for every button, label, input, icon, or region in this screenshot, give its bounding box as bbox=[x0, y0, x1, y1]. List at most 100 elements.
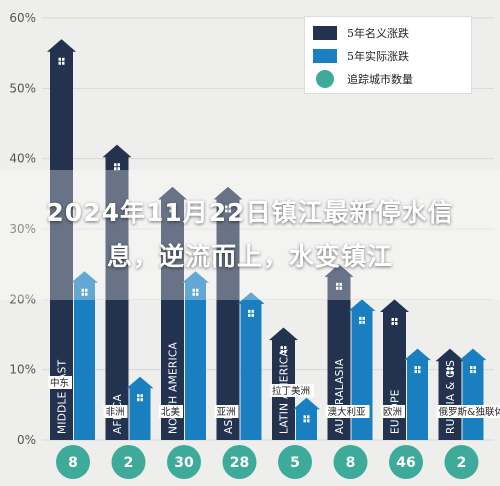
city-count-circle bbox=[333, 445, 368, 479]
window-icon bbox=[114, 167, 117, 171]
category-label-cn: 非洲 bbox=[103, 405, 128, 418]
window-icon bbox=[196, 288, 199, 292]
category-label-cn-bg bbox=[103, 405, 128, 418]
window-icon bbox=[225, 209, 228, 213]
window-icon bbox=[447, 371, 450, 375]
window-icon bbox=[414, 366, 417, 370]
window-icon bbox=[284, 350, 287, 354]
window-icon bbox=[450, 367, 453, 371]
bar-nominal bbox=[269, 327, 298, 440]
bar-nominal bbox=[213, 186, 243, 440]
category-label-cn-bg bbox=[214, 405, 239, 418]
legend-item-count: 追踪城市数量 bbox=[313, 70, 413, 88]
city-count-circle bbox=[111, 445, 146, 479]
bar-nominal-shape bbox=[213, 186, 243, 440]
y-tick-label: 30% bbox=[9, 222, 36, 236]
city-count-label: 46 bbox=[396, 455, 415, 471]
window-icon bbox=[173, 205, 176, 209]
category-label: AUSTRALASIA bbox=[334, 358, 346, 434]
category-label-cn-text: 欧洲 bbox=[383, 406, 402, 418]
window-icon bbox=[303, 415, 306, 419]
city-count-label: 8 bbox=[346, 455, 356, 471]
window-icon bbox=[81, 288, 84, 292]
window-icon bbox=[228, 209, 231, 213]
bar-real bbox=[293, 397, 320, 440]
window-icon bbox=[395, 317, 398, 321]
window-icon bbox=[280, 350, 283, 354]
category-label: MIDDLE EAST bbox=[57, 359, 69, 434]
bar-nominal-shape bbox=[47, 39, 76, 440]
bar-real-shape bbox=[348, 299, 376, 440]
category-label: NORTH AMERICA bbox=[168, 342, 180, 434]
bar-real-shape bbox=[459, 348, 487, 440]
window-icon bbox=[196, 292, 199, 296]
bar-real-shape bbox=[71, 271, 98, 440]
bar-nominal-shape bbox=[380, 299, 409, 440]
bar-real-shape bbox=[237, 292, 265, 440]
window-icon bbox=[117, 167, 120, 171]
category-label-cn-bg bbox=[159, 405, 183, 418]
category-label: RUSSIA & CIS bbox=[445, 360, 457, 434]
bar-nominal-shape bbox=[324, 264, 354, 440]
y-tick-label: 0% bbox=[17, 433, 36, 447]
window-icon bbox=[228, 205, 231, 209]
y-axis: 0% 10% 20% 30% 40% 50% 60% bbox=[9, 11, 36, 447]
window-icon bbox=[137, 398, 140, 402]
bar-real bbox=[126, 376, 154, 440]
city-count-label: 2 bbox=[124, 455, 134, 471]
category-label-cn: 北美 bbox=[159, 405, 183, 418]
category-label-cn-text: 非洲 bbox=[106, 406, 125, 418]
window-icon bbox=[251, 313, 254, 317]
city-count-circle bbox=[56, 445, 90, 479]
y-tick-label: 60% bbox=[9, 11, 36, 25]
city-counts: 8 2 30 28 5 8 46 2 bbox=[56, 445, 479, 479]
city-count-label: 5 bbox=[290, 455, 300, 471]
window-icon bbox=[359, 320, 362, 324]
window-icon bbox=[85, 288, 88, 292]
window-icon bbox=[362, 316, 365, 320]
window-icon bbox=[81, 292, 84, 296]
window-icon bbox=[473, 370, 476, 374]
bars bbox=[47, 39, 487, 440]
window-icon bbox=[85, 292, 88, 296]
y-tick-label: 20% bbox=[9, 292, 36, 306]
category-label-cn-bg bbox=[270, 384, 314, 397]
window-icon bbox=[251, 309, 254, 313]
category-label-cn-bg bbox=[436, 405, 500, 418]
window-icon bbox=[140, 398, 143, 402]
window-icon bbox=[280, 346, 283, 350]
city-count-label: 8 bbox=[68, 455, 78, 471]
bar-real-shape bbox=[182, 271, 209, 440]
window-icon bbox=[450, 371, 453, 375]
category-label-cn: 亚洲 bbox=[214, 405, 239, 418]
window-icon bbox=[414, 370, 417, 374]
category-label-cn-text: 北美 bbox=[161, 406, 181, 418]
window-icon bbox=[169, 205, 172, 209]
category-label-cn-text: 拉丁美洲 bbox=[272, 385, 310, 397]
window-icon bbox=[307, 419, 310, 423]
bar-nominal bbox=[47, 39, 76, 440]
window-icon bbox=[395, 321, 398, 325]
window-icon bbox=[447, 367, 450, 371]
bar-nominal bbox=[324, 264, 354, 440]
window-icon bbox=[117, 163, 120, 167]
category-label-cn-bg bbox=[325, 405, 370, 418]
y-tick-label: 40% bbox=[9, 152, 36, 166]
y-tick-label: 50% bbox=[9, 81, 36, 95]
city-count-circle bbox=[389, 445, 423, 479]
window-icon bbox=[418, 370, 421, 374]
window-icon bbox=[114, 163, 117, 167]
title-banner: 2024年11月22日镇江最新停水信息，逆流而上，水变镇江 bbox=[0, 170, 500, 300]
category-labels: MIDDLE EAST中东AFRICA非洲NORTH AMERICA北美ASIA… bbox=[48, 342, 500, 434]
city-count-circle bbox=[222, 445, 257, 479]
category-label-cn: 中东 bbox=[48, 376, 72, 389]
window-icon bbox=[248, 313, 251, 317]
bar-real bbox=[237, 292, 265, 440]
bar-real-shape bbox=[126, 376, 154, 440]
legend-swatch-real bbox=[313, 49, 337, 63]
category-label-cn: 欧洲 bbox=[381, 405, 405, 418]
window-icon bbox=[470, 366, 473, 370]
category-label-cn-text: 澳大利亚 bbox=[328, 406, 367, 418]
bar-nominal bbox=[380, 299, 409, 440]
